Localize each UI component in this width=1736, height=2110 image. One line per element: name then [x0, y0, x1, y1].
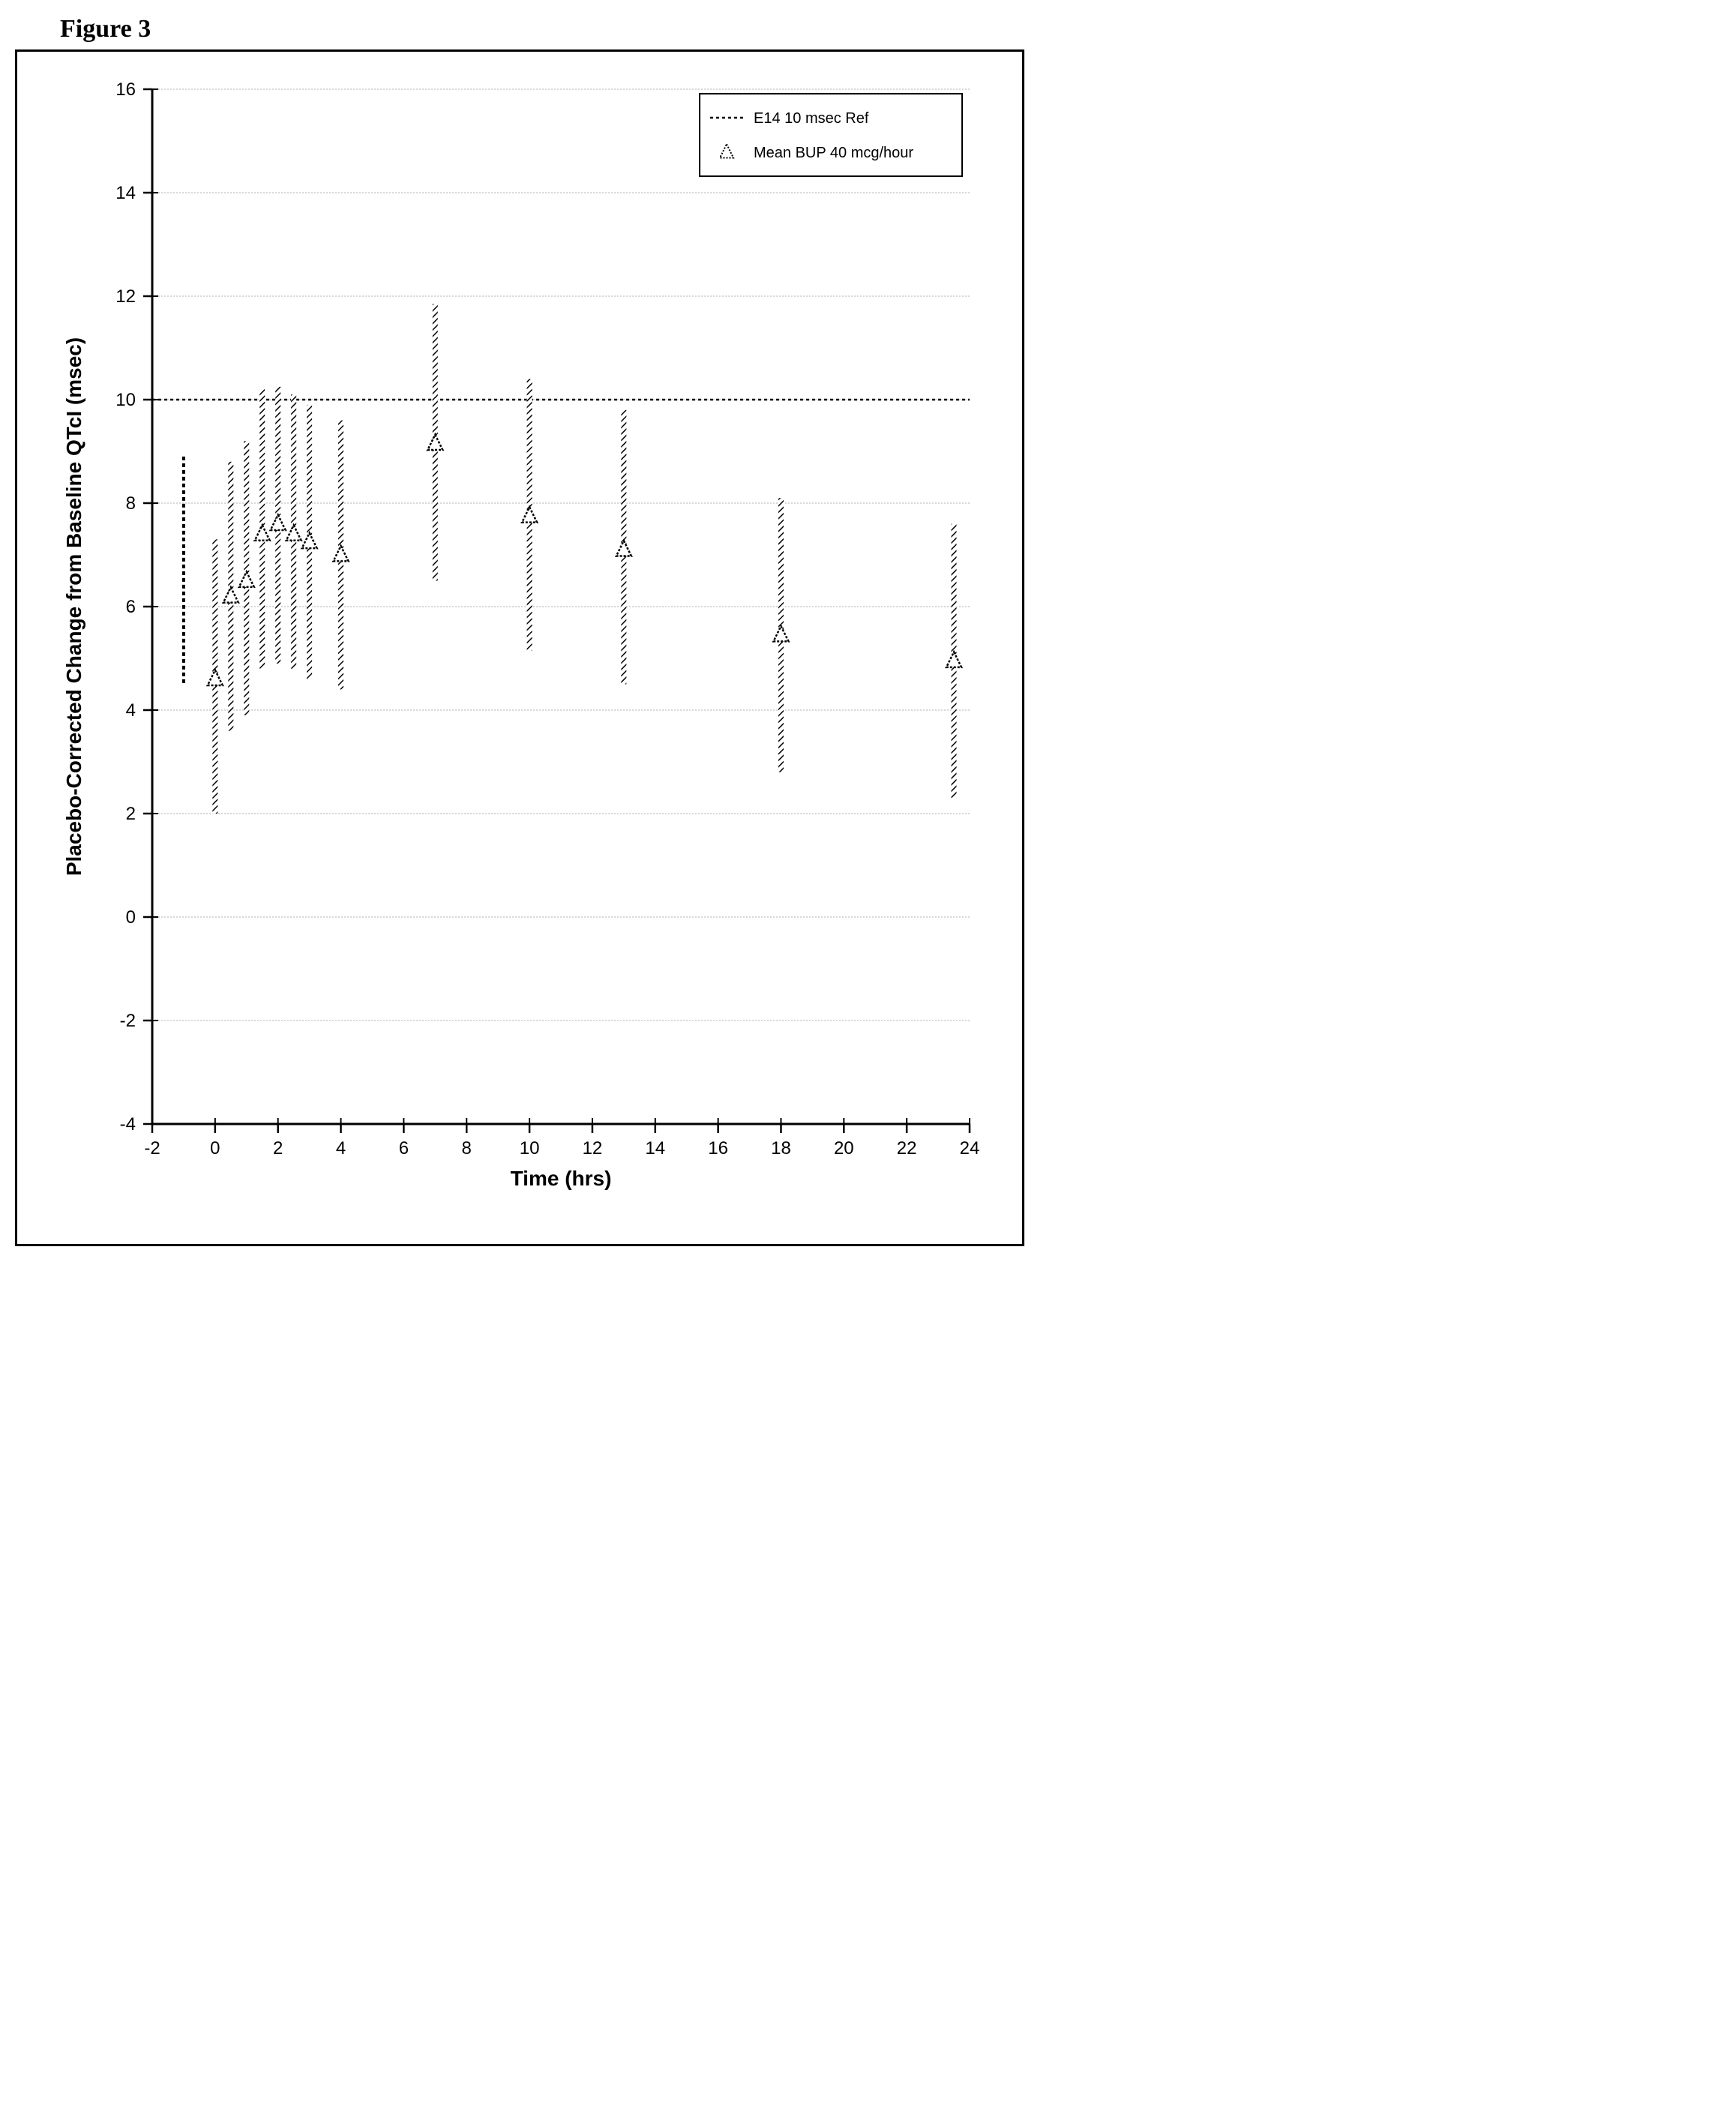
chart-border: -2024681012141618202224-4-20246810121416… — [15, 49, 1024, 1246]
svg-text:12: 12 — [583, 1138, 603, 1158]
svg-text:20: 20 — [834, 1138, 854, 1158]
svg-text:E14 10 msec Ref: E14 10 msec Ref — [754, 110, 869, 127]
svg-text:8: 8 — [462, 1138, 472, 1158]
svg-text:18: 18 — [771, 1138, 791, 1158]
svg-text:-2: -2 — [144, 1138, 160, 1158]
svg-text:-2: -2 — [120, 1011, 136, 1031]
svg-text:10: 10 — [520, 1138, 540, 1158]
figure-title: Figure 3 — [15, 15, 1721, 43]
svg-text:12: 12 — [115, 286, 136, 307]
svg-text:2: 2 — [273, 1138, 283, 1158]
svg-text:4: 4 — [126, 700, 136, 721]
errorbar-chart: -2024681012141618202224-4-20246810121416… — [32, 74, 1007, 1229]
svg-text:6: 6 — [399, 1138, 409, 1158]
svg-text:2: 2 — [126, 804, 136, 824]
svg-text:4: 4 — [336, 1138, 346, 1158]
chart-container: -2024681012141618202224-4-20246810121416… — [32, 74, 1007, 1229]
svg-text:-4: -4 — [120, 1114, 136, 1134]
svg-text:6: 6 — [126, 597, 136, 617]
svg-text:10: 10 — [115, 390, 136, 410]
svg-text:Placebo-Corrected Change from: Placebo-Corrected Change from Baseline Q… — [62, 337, 85, 876]
svg-text:0: 0 — [126, 907, 136, 928]
svg-text:8: 8 — [126, 493, 136, 514]
svg-text:16: 16 — [708, 1138, 728, 1158]
svg-text:14: 14 — [115, 183, 136, 203]
svg-text:0: 0 — [210, 1138, 220, 1158]
svg-text:16: 16 — [115, 79, 136, 100]
svg-text:Mean BUP 40 mcg/hour: Mean BUP 40 mcg/hour — [754, 145, 913, 161]
svg-text:24: 24 — [960, 1138, 980, 1158]
svg-text:22: 22 — [897, 1138, 917, 1158]
svg-text:Time (hrs): Time (hrs) — [511, 1167, 612, 1190]
svg-text:14: 14 — [645, 1138, 665, 1158]
